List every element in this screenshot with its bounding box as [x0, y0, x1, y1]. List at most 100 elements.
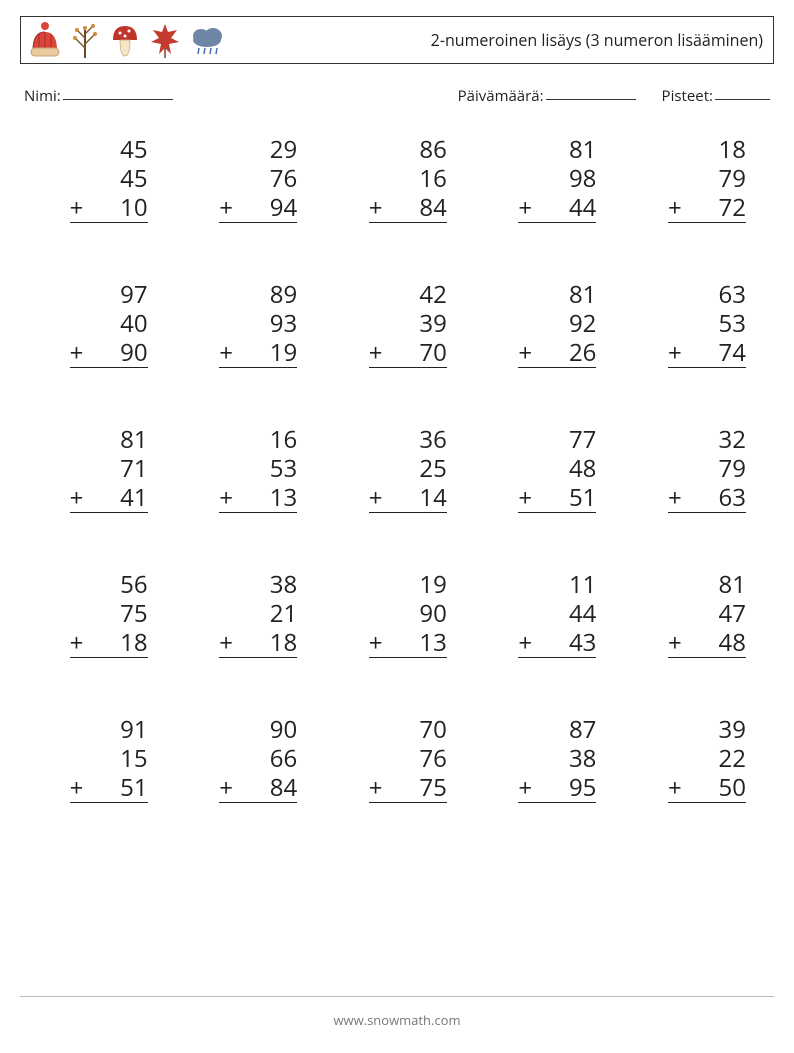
operator: + [70, 484, 84, 513]
problem: 3922+50 [668, 716, 746, 803]
addend-3: +26 [518, 339, 596, 368]
problem: 9066+84 [219, 716, 297, 803]
addend-2: 40 [70, 310, 148, 339]
addend-3: +13 [369, 629, 447, 658]
problem: 8616+84 [369, 136, 447, 223]
problem: 6353+74 [668, 281, 746, 368]
addend-3: +19 [219, 339, 297, 368]
addend-2: 98 [518, 165, 596, 194]
addend-2: 75 [70, 600, 148, 629]
operator: + [219, 629, 233, 658]
addend-1: 81 [668, 571, 746, 600]
problem: 3821+18 [219, 571, 297, 658]
addend-3: +48 [668, 629, 746, 658]
problem: 8198+44 [518, 136, 596, 223]
problem: 1990+13 [369, 571, 447, 658]
addend-3: +84 [219, 774, 297, 803]
addend-1: 91 [70, 716, 148, 745]
score-label: Pisteet: [662, 86, 713, 106]
addend-1: 39 [668, 716, 746, 745]
hat-icon [27, 20, 63, 60]
addend-2: 22 [668, 745, 746, 774]
addend-3: +63 [668, 484, 746, 513]
addend-3: +10 [70, 194, 148, 223]
header-box: 2-numeroinen lisäys (3 numeron lisäämine… [20, 16, 774, 64]
operator: + [668, 629, 682, 658]
addend-1: 81 [518, 136, 596, 165]
addend-3: +72 [668, 194, 746, 223]
problem: 8993+19 [219, 281, 297, 368]
addend-2: 79 [668, 455, 746, 484]
addend-3: +74 [668, 339, 746, 368]
problem: 1879+72 [668, 136, 746, 223]
addend-3: +13 [219, 484, 297, 513]
addend-2: 48 [518, 455, 596, 484]
operator: + [369, 629, 383, 658]
addend-1: 11 [518, 571, 596, 600]
operator: + [369, 774, 383, 803]
operator: + [668, 484, 682, 513]
addend-1: 45 [70, 136, 148, 165]
mushroom-icon [107, 20, 143, 60]
addend-1: 29 [219, 136, 297, 165]
addend-1: 70 [369, 716, 447, 745]
operator: + [668, 339, 682, 368]
addend-3: +18 [70, 629, 148, 658]
problem: 7748+51 [518, 426, 596, 513]
cloud-icon [187, 20, 227, 60]
operator: + [70, 194, 84, 223]
addend-2: 71 [70, 455, 148, 484]
addend-2: 93 [219, 310, 297, 339]
operator: + [518, 774, 532, 803]
operator: + [70, 629, 84, 658]
operator: + [70, 774, 84, 803]
problem: 3279+63 [668, 426, 746, 513]
addend-1: 97 [70, 281, 148, 310]
problem: 8147+48 [668, 571, 746, 658]
addend-1: 87 [518, 716, 596, 745]
addend-1: 77 [518, 426, 596, 455]
worksheet-title: 2-numeroinen lisäys (3 numeron lisäämine… [431, 29, 763, 51]
addend-2: 47 [668, 600, 746, 629]
addend-2: 90 [369, 600, 447, 629]
problem: 9740+90 [70, 281, 148, 368]
problem: 4545+10 [70, 136, 148, 223]
problem: 1144+43 [518, 571, 596, 658]
addend-2: 44 [518, 600, 596, 629]
addend-3: +41 [70, 484, 148, 513]
addend-2: 76 [369, 745, 447, 774]
problem: 5675+18 [70, 571, 148, 658]
problem: 8171+41 [70, 426, 148, 513]
addend-3: +94 [219, 194, 297, 223]
operator: + [518, 339, 532, 368]
addend-1: 86 [369, 136, 447, 165]
problem: 8738+95 [518, 716, 596, 803]
operator: + [518, 194, 532, 223]
addend-1: 32 [668, 426, 746, 455]
problem: 7076+75 [369, 716, 447, 803]
tree-icon [67, 20, 103, 60]
addend-3: +84 [369, 194, 447, 223]
leaf-icon [147, 20, 183, 60]
date-label: Päivämäärä: [458, 86, 544, 106]
addend-2: 25 [369, 455, 447, 484]
footer: www.snowmath.com [0, 996, 794, 1029]
operator: + [369, 339, 383, 368]
addend-2: 45 [70, 165, 148, 194]
name-label: Nimi: [24, 86, 61, 106]
addend-1: 56 [70, 571, 148, 600]
addend-2: 92 [518, 310, 596, 339]
info-row: Nimi: Päivämäärä: Pisteet: [24, 86, 770, 106]
operator: + [369, 484, 383, 513]
addend-2: 53 [219, 455, 297, 484]
addend-1: 18 [668, 136, 746, 165]
addend-1: 42 [369, 281, 447, 310]
addend-3: +70 [369, 339, 447, 368]
addend-1: 81 [70, 426, 148, 455]
addend-3: +90 [70, 339, 148, 368]
addend-2: 53 [668, 310, 746, 339]
addend-2: 76 [219, 165, 297, 194]
problem: 2976+94 [219, 136, 297, 223]
addend-3: +44 [518, 194, 596, 223]
problem: 4239+70 [369, 281, 447, 368]
